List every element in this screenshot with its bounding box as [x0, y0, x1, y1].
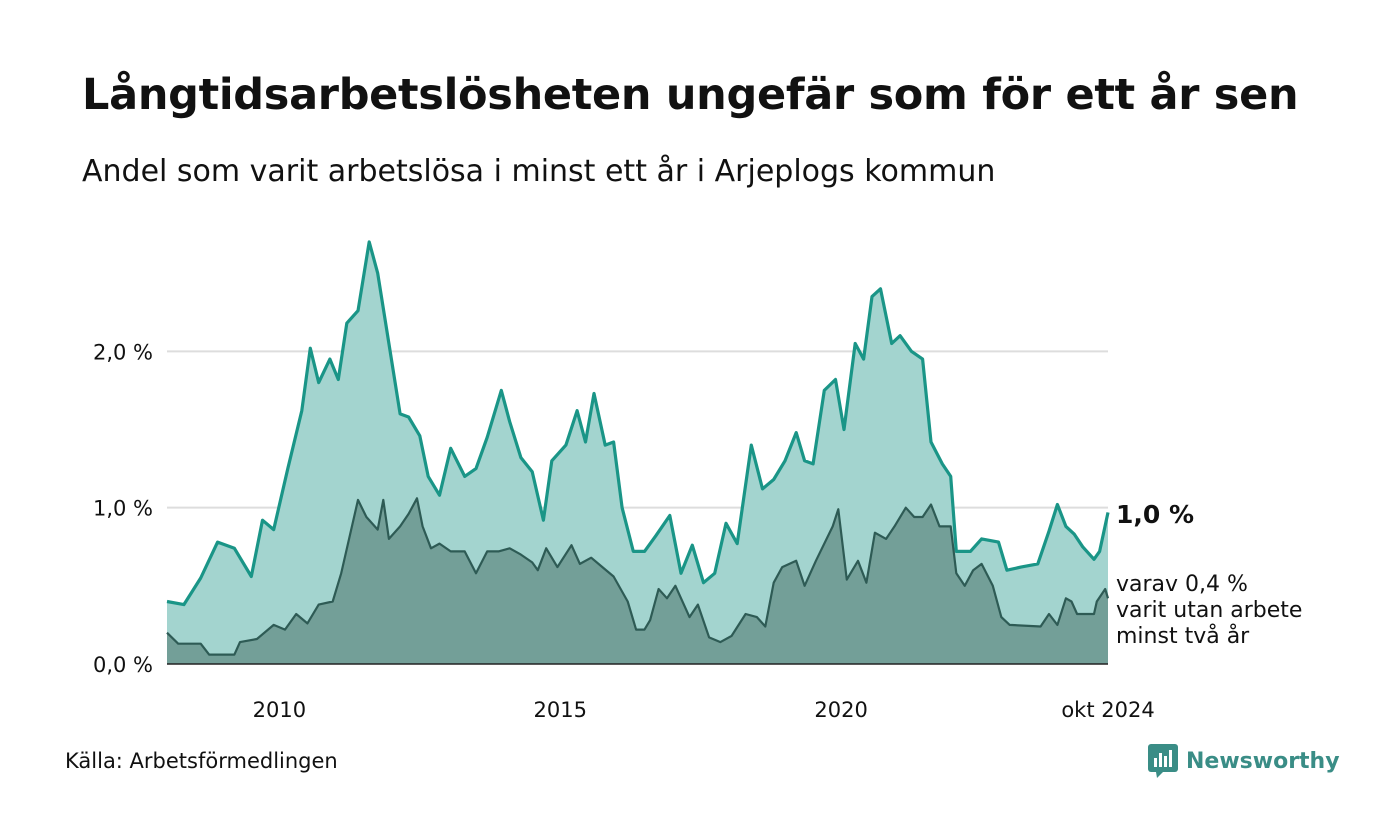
sub-label-line-2: varit utan arbete	[1116, 598, 1302, 623]
brand-name: Newsworthy	[1186, 748, 1340, 774]
y-tick-label: 1,0 %	[93, 497, 153, 521]
data-areas	[166, 240, 1110, 664]
x-tick-label: okt 2024	[1061, 698, 1154, 722]
chart-title: Långtidsarbetslösheten ungefär som för e…	[82, 70, 1299, 120]
bar-chart-bubble-icon	[1148, 744, 1178, 778]
brand-logo: Newsworthy	[1148, 744, 1340, 778]
chart-subtitle: Andel som varit arbetslösa i minst ett å…	[82, 154, 996, 189]
x-tick-label: 2010	[253, 698, 306, 722]
x-tick-label: 2020	[814, 698, 867, 722]
sub-label-line-3: minst två år	[1116, 623, 1250, 649]
latest-value-label: 1,0 %	[1116, 500, 1194, 529]
line-sub-series	[166, 497, 1110, 656]
annotations: 1,0 % varav 0,4 % varit utan arbete mins…	[1116, 500, 1302, 649]
y-tick-label: 2,0 %	[93, 340, 153, 364]
line-main-series	[166, 240, 1110, 607]
source-note: Källa: Arbetsförmedlingen	[65, 749, 338, 773]
sub-label-line-1: varav 0,4 %	[1116, 572, 1248, 597]
area-sub-series	[167, 498, 1108, 664]
y-tick-label: 0,0 %	[93, 653, 153, 677]
x-tick-label: 2015	[534, 698, 587, 722]
axes: 0,0 % 1,0 % 2,0 % 2010 2015 2020 okt 2024	[93, 340, 1155, 722]
